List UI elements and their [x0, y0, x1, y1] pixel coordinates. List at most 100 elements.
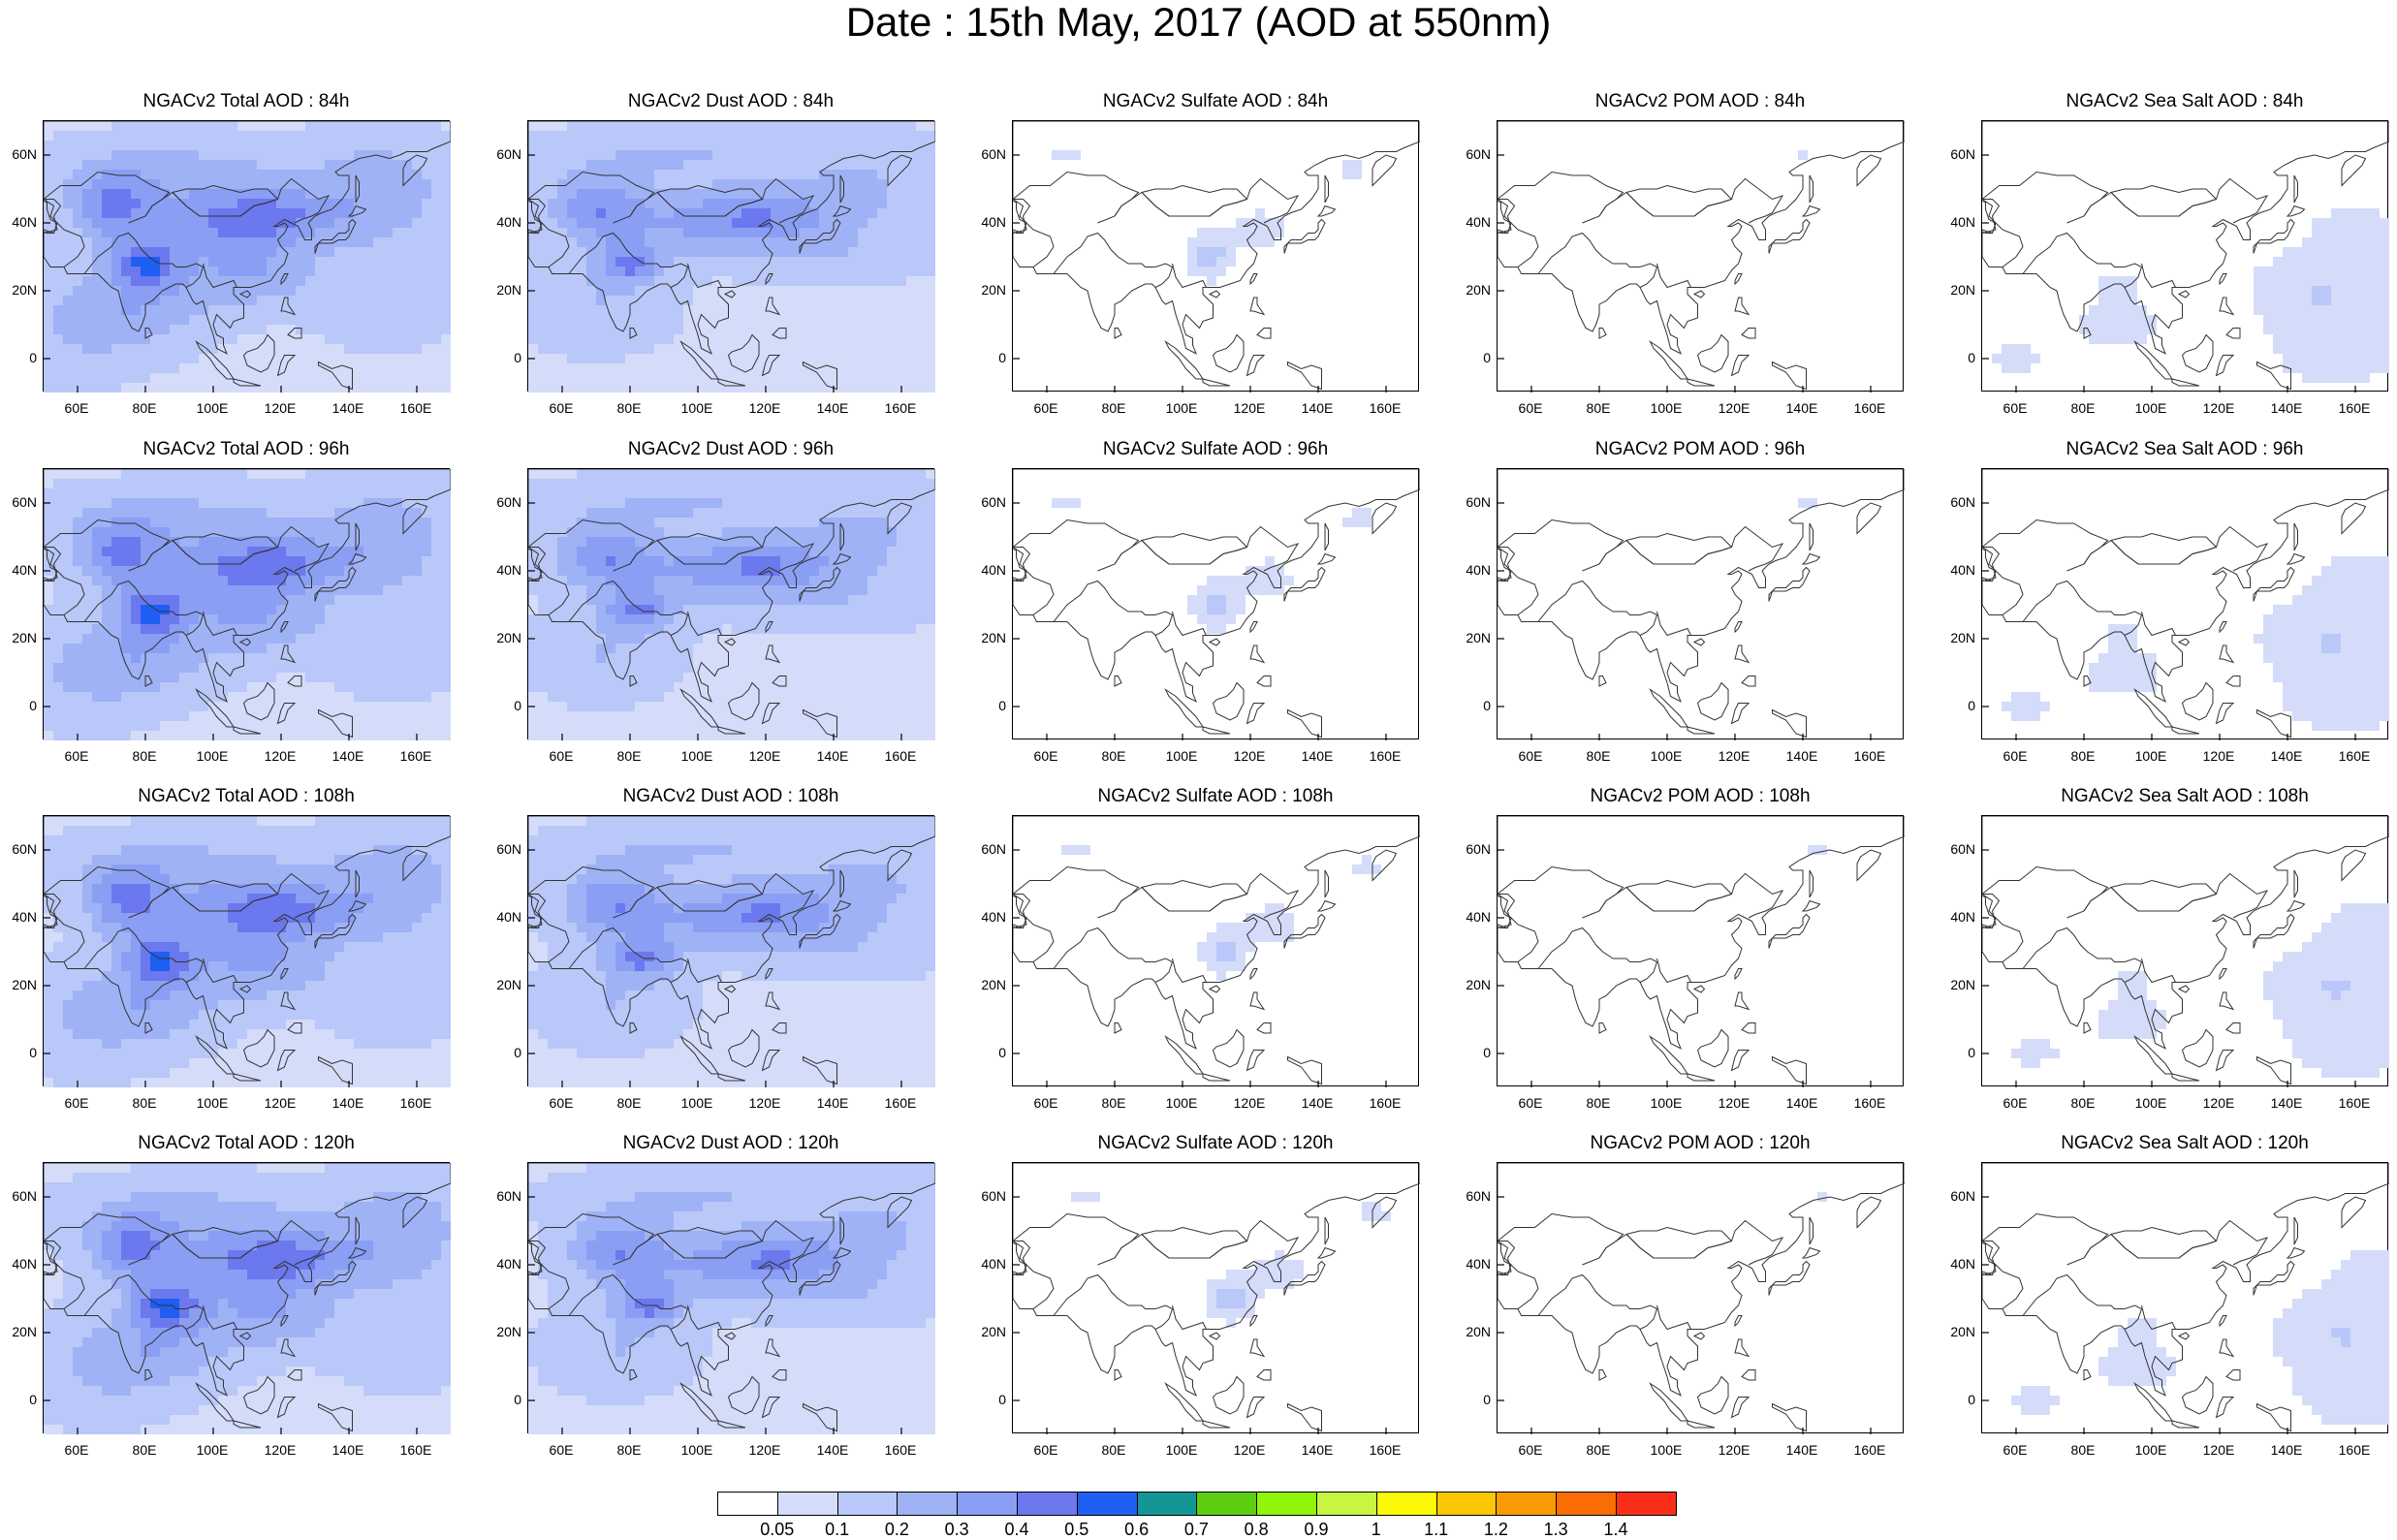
aod-cell: [790, 334, 800, 344]
aod-cell: [102, 383, 111, 393]
aod-cell: [712, 479, 722, 488]
coastline: [2220, 274, 2226, 285]
aod-cell: [218, 199, 228, 208]
aod-cell: [276, 150, 286, 160]
aod-cell: [664, 325, 674, 334]
aod-cell: [44, 595, 53, 605]
aod-cell: [141, 354, 150, 363]
aod-cell: [208, 527, 218, 537]
aod-cell: [286, 286, 296, 296]
aod-cell: [102, 488, 111, 498]
aod-cell: [402, 731, 412, 740]
aod-cell: [858, 170, 867, 179]
aod-cell: [732, 469, 741, 479]
aod-cell: [131, 179, 141, 189]
aod-cell: [838, 614, 848, 624]
aod-cell: [703, 315, 712, 325]
aod-cell: [548, 296, 557, 305]
aod-cell: [2021, 354, 2031, 363]
aod-cell: [412, 547, 422, 556]
aod-cell: [131, 383, 141, 393]
aod-cell: [703, 247, 712, 257]
aod-cell: [664, 354, 674, 363]
aod-cell: [877, 556, 887, 566]
aod-cell: [412, 692, 422, 702]
aod-cell: [1187, 237, 1197, 247]
aod-cell: [674, 189, 683, 199]
aod-cell: [296, 518, 305, 527]
aod-cell: [228, 305, 237, 315]
aod-cell: [693, 160, 703, 170]
aod-cell: [2360, 228, 2370, 237]
aod-cell: [577, 518, 586, 527]
aod-cell: [567, 160, 577, 170]
aod-cell: [741, 469, 751, 479]
aod-cell: [2341, 247, 2350, 257]
aod-cell: [586, 585, 596, 595]
aod-cell: [897, 469, 906, 479]
aod-cell: [771, 160, 780, 170]
aod-cell: [160, 605, 170, 614]
panel-title: NGACv2 Total AOD : 96h: [43, 439, 450, 460]
aod-cell: [53, 721, 63, 731]
aod-cell: [296, 315, 305, 325]
lat-tick-label: 40N: [483, 214, 521, 230]
aod-cell: [557, 131, 567, 141]
aod-cell: [693, 141, 703, 150]
aod-cell: [906, 170, 916, 179]
aod-cell: [63, 383, 73, 393]
aod-cell: [586, 208, 596, 218]
aod-cell: [2380, 305, 2389, 315]
aod-cell: [305, 479, 315, 488]
aod-cell: [150, 527, 160, 537]
aod-cell: [2370, 218, 2380, 228]
aod-cell: [645, 334, 654, 344]
aod-cell: [2341, 276, 2350, 286]
aod-cell: [761, 170, 771, 179]
aod-cell: [393, 121, 402, 131]
aod-cell: [732, 296, 741, 305]
lat-tick-label: 60N: [483, 146, 521, 162]
aod-cell: [586, 286, 596, 296]
aod-cell: [2380, 363, 2389, 373]
aod-cell: [247, 585, 257, 595]
aod-cell: [926, 373, 935, 383]
aod-cell: [402, 141, 412, 150]
aod-cell: [858, 479, 867, 488]
aod-cell: [170, 527, 179, 537]
aod-cell: [402, 199, 412, 208]
aod-cell: [615, 199, 625, 208]
aod-cell: [315, 383, 325, 393]
lon-tick-label: 80E: [1089, 400, 1138, 416]
aod-cell: [431, 208, 441, 218]
aod-cell: [809, 267, 819, 276]
aod-cell: [431, 131, 441, 141]
aod-cell: [625, 247, 635, 257]
aod-cell: [906, 566, 916, 576]
aod-cell: [819, 634, 829, 644]
aod-cell: [906, 653, 916, 663]
aod-cell: [131, 150, 141, 160]
aod-cell: [683, 566, 693, 576]
aod-cell: [615, 547, 625, 556]
aod-cell: [189, 547, 199, 556]
aod-cell: [2321, 315, 2331, 325]
aod-cell: [179, 585, 189, 595]
aod-cell: [780, 315, 790, 325]
aod-cell: [92, 634, 102, 644]
aod-cell: [131, 141, 141, 150]
aod-cell: [916, 344, 926, 354]
aod-cell: [199, 731, 208, 740]
aod-cell: [402, 354, 412, 363]
aod-cell: [150, 150, 160, 160]
aod-cell: [887, 605, 897, 614]
aod-cell: [344, 469, 354, 479]
aod-cell: [286, 479, 296, 488]
aod-cell: [44, 682, 53, 692]
aod-cell: [664, 237, 674, 247]
aod-cell: [528, 179, 538, 189]
aod-cell: [809, 286, 819, 296]
aod-cell: [412, 663, 422, 673]
aod-cell: [809, 566, 819, 576]
aod-cell: [325, 721, 334, 731]
